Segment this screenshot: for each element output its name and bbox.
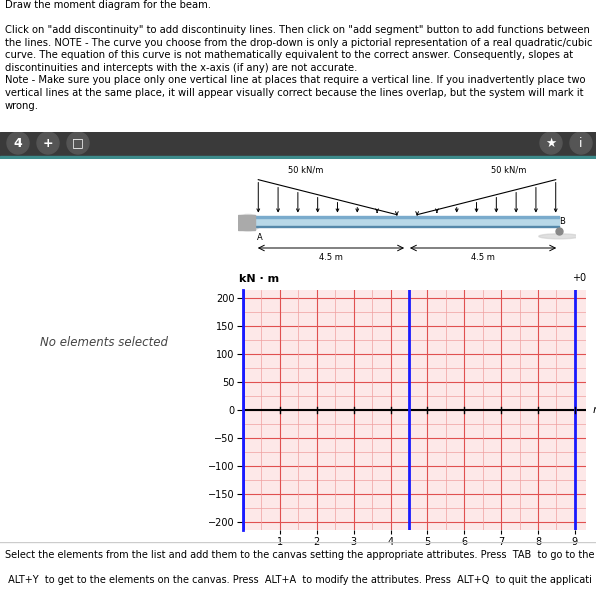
Ellipse shape — [235, 214, 262, 231]
Text: +0: +0 — [572, 273, 586, 283]
Text: A: A — [257, 233, 262, 242]
Bar — [0, 156, 596, 159]
Text: vertical lines at the same place, it will appear visually correct because the li: vertical lines at the same place, it wil… — [5, 88, 583, 98]
Text: Draw the moment diagram for the beam.: Draw the moment diagram for the beam. — [5, 0, 211, 10]
Text: ALT+Y  to get to the elements on the canvas. Press  ALT+A  to modify the attribu: ALT+Y to get to the elements on the canv… — [5, 575, 592, 585]
Circle shape — [540, 132, 562, 154]
Text: 50 kN/m: 50 kN/m — [288, 165, 323, 175]
Text: Click on "add discontinuity" to add discontinuity lines. Then click on "add segm: Click on "add discontinuity" to add disc… — [5, 25, 589, 35]
Text: Note - Make sure you place only one vertical line at places that require a verti: Note - Make sure you place only one vert… — [5, 75, 585, 85]
Text: i: i — [579, 137, 583, 149]
Text: kN · m: kN · m — [239, 274, 279, 284]
Text: No elements selected: No elements selected — [40, 336, 168, 349]
Text: 4: 4 — [14, 137, 23, 149]
Text: 4.5 m: 4.5 m — [471, 253, 495, 262]
Text: wrong.: wrong. — [5, 100, 39, 110]
Text: discontinuities and intercepts with the x-axis (if any) are not accurate.: discontinuities and intercepts with the … — [5, 63, 357, 73]
Text: m: m — [593, 405, 596, 415]
Text: the lines. NOTE - The curve you choose from the drop-down is only a pictorial re: the lines. NOTE - The curve you choose f… — [5, 38, 592, 48]
Text: curve. The equation of this curve is not mathematically equivalent to the correc: curve. The equation of this curve is not… — [5, 50, 573, 60]
Text: □: □ — [72, 137, 84, 149]
Circle shape — [7, 132, 29, 154]
Circle shape — [67, 132, 89, 154]
Ellipse shape — [539, 234, 579, 239]
Text: B: B — [559, 217, 565, 226]
Circle shape — [570, 132, 592, 154]
Bar — [238, 216, 255, 230]
Text: ★: ★ — [545, 137, 557, 149]
Text: 4.5 m: 4.5 m — [319, 253, 343, 262]
Text: 50 kN/m: 50 kN/m — [491, 165, 526, 175]
Circle shape — [37, 132, 59, 154]
Text: Select the elements from the list and add them to the canvas setting the appropr: Select the elements from the list and ad… — [5, 550, 594, 560]
Text: +: + — [43, 137, 53, 149]
